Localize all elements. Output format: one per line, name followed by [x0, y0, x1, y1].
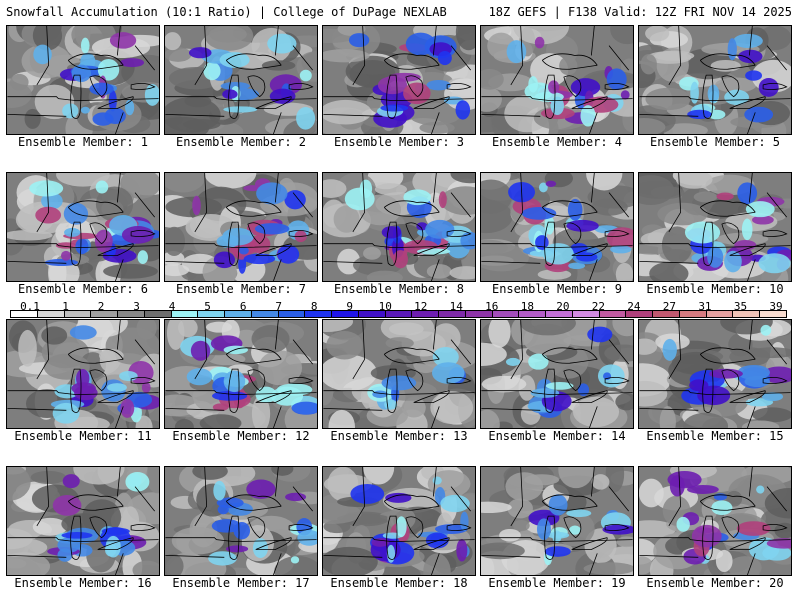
legend-level-label: 9 — [346, 300, 354, 313]
legend-level-label: 20 — [556, 300, 570, 313]
legend-level-label: 4 — [168, 300, 176, 313]
ensemble-member-map — [6, 319, 160, 429]
ensemble-member-map — [322, 25, 476, 135]
ensemble-member-label: Ensemble Member: 13 — [330, 429, 468, 443]
ensemble-member-map — [322, 319, 476, 429]
legend-swatch — [304, 310, 333, 318]
legend-level-label: 16 — [485, 300, 499, 313]
ensemble-member-label: Ensemble Member: 14 — [488, 429, 626, 443]
ensemble-member-map — [638, 172, 792, 282]
ensemble-member-label: Ensemble Member: 19 — [488, 576, 626, 590]
ensemble-member-label: Ensemble Member: 11 — [14, 429, 152, 443]
ensemble-member-map — [6, 172, 160, 282]
legend-level-label: 18 — [520, 300, 534, 313]
model-run-info: 18Z GEFS | F138 Valid: 12Z FRI NOV 14 20… — [488, 5, 792, 19]
legend-swatch — [331, 310, 359, 318]
ensemble-member-label: Ensemble Member: 4 — [491, 135, 623, 149]
legend-level-label: 1 — [62, 300, 69, 313]
ensemble-member-map — [164, 319, 318, 429]
ensemble-member-label: Ensemble Member: 9 — [491, 282, 623, 296]
ensemble-member-label: Ensemble Member: 10 — [646, 282, 784, 296]
ensemble-member-map — [480, 172, 634, 282]
legend-level-label: 0.1 — [20, 300, 40, 313]
legend-level-label: 27 — [662, 300, 677, 313]
legend-level-label: 12 — [414, 300, 428, 313]
map-title: Snowfall Accumulation (10:1 Ratio) | Col… — [6, 5, 447, 19]
legend-level-label: 22 — [591, 300, 605, 313]
ensemble-member-map — [322, 466, 476, 576]
ensemble-member-map — [6, 466, 160, 576]
legend-swatch — [197, 310, 226, 318]
legend-level-label: 14 — [449, 300, 463, 313]
ensemble-member-label: Ensemble Member: 18 — [330, 576, 468, 590]
legend-level-label: 35 — [733, 300, 748, 313]
ensemble-member-label: Ensemble Member: 7 — [175, 282, 307, 296]
legend-swatch — [759, 310, 787, 318]
legend-level-label: 31 — [698, 300, 712, 313]
ensemble-member-label: Ensemble Member: 5 — [649, 135, 781, 149]
ensemble-member-label: Ensemble Member: 3 — [333, 135, 465, 149]
ensemble-member-map — [638, 466, 792, 576]
legend-level-label: 5 — [204, 300, 211, 313]
legend-swatch — [143, 310, 172, 318]
legend-level-label: 39 — [769, 300, 783, 313]
ensemble-member-map — [322, 172, 476, 282]
ensemble-member-map — [480, 319, 634, 429]
ensemble-member-label: Ensemble Member: 8 — [333, 282, 465, 296]
ensemble-member-map — [164, 466, 318, 576]
legend-level-label: 6 — [239, 300, 247, 313]
legend-level-label: 2 — [97, 300, 105, 313]
ensemble-member-map — [164, 25, 318, 135]
legend-level-label: 10 — [378, 300, 392, 313]
legend-swatch — [117, 310, 145, 318]
legend-level-label: 8 — [310, 300, 318, 313]
ensemble-member-map — [480, 466, 634, 576]
ensemble-member-map — [638, 319, 792, 429]
ensemble-member-map — [480, 25, 634, 135]
legend-level-label: 3 — [133, 300, 140, 313]
ensemble-member-map — [6, 25, 160, 135]
ensemble-member-label: Ensemble Member: 20 — [646, 576, 784, 590]
ensemble-member-label: Ensemble Member: 15 — [646, 429, 784, 443]
legend-swatch — [224, 310, 252, 318]
legend-level-label: 24 — [627, 300, 641, 313]
legend-swatch — [36, 310, 65, 318]
ensemble-member-label: Ensemble Member: 1 — [17, 135, 149, 149]
ensemble-member-map — [164, 172, 318, 282]
ensemble-member-label: Ensemble Member: 12 — [172, 429, 310, 443]
snowfall-color-legend: 0.1 1 2 3 4 5 6 7 8 9 10 12 14 16 18 20 22 24 27 31 35 39 — [10, 300, 787, 320]
legend-level-label: 7 — [275, 300, 282, 313]
ensemble-member-map — [638, 25, 792, 135]
ensemble-member-label: Ensemble Member: 6 — [17, 282, 149, 296]
ensemble-member-label: Ensemble Member: 2 — [175, 135, 307, 149]
ensemble-member-label: Ensemble Member: 17 — [172, 576, 310, 590]
ensemble-member-label: Ensemble Member: 16 — [14, 576, 152, 590]
